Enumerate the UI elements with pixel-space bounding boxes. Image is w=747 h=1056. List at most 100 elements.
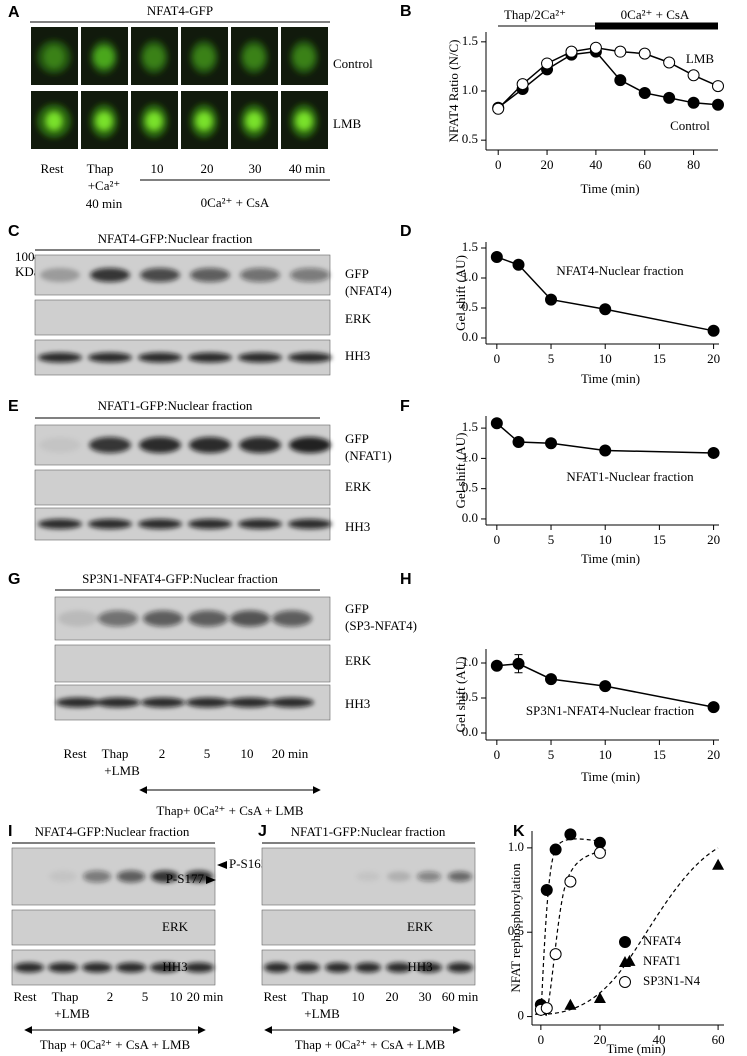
- cell: [190, 40, 218, 74]
- row-label: P-S177: [166, 871, 205, 886]
- x-tick-label: 10: [599, 747, 612, 762]
- lane-label: 20 min: [187, 989, 224, 1004]
- y-tick-label: 0.0: [462, 510, 478, 525]
- band: [186, 697, 230, 708]
- band: [448, 871, 472, 882]
- legend-marker: [619, 976, 631, 988]
- row-label: GFP: [345, 266, 369, 281]
- marker-label: 100: [15, 249, 35, 264]
- x-axis-label: Time (min): [581, 371, 640, 386]
- blot: [11, 949, 216, 986]
- bands: [39, 437, 331, 453]
- y-tick-label: 0.5: [508, 923, 524, 938]
- marker: [512, 657, 525, 670]
- row-label: HH3: [345, 519, 370, 534]
- lane-label: Thap: [102, 746, 129, 761]
- lane-label: Rest: [63, 746, 87, 761]
- x-tick-label: 80: [687, 157, 700, 172]
- fit-curve: [545, 849, 607, 1017]
- row-label: ERK: [345, 653, 372, 668]
- band: [138, 519, 182, 529]
- bands: [38, 352, 332, 363]
- x-tick-label: 10: [599, 532, 612, 547]
- series-label: Control: [670, 118, 710, 133]
- x-tick-label: 5: [548, 351, 555, 366]
- x-tick-label: 10: [599, 351, 612, 366]
- cell-nucleus: [296, 112, 312, 130]
- y-axis-label: NFAT4 Ratio (N/C): [446, 39, 461, 142]
- x-tick-label: 20: [707, 747, 720, 762]
- phase-label: 0Ca²⁺ + CsA: [621, 7, 690, 22]
- marker: [599, 444, 612, 457]
- band: [355, 962, 381, 973]
- row-label: HH3: [162, 959, 187, 974]
- y-tick-label: 1.0: [508, 839, 524, 854]
- band: [289, 437, 331, 453]
- panel-label: G: [8, 571, 20, 588]
- lane-label: 40 min: [289, 161, 326, 176]
- marker: [593, 836, 606, 849]
- row-label: HH3: [345, 696, 370, 711]
- panel-label: B: [400, 3, 412, 20]
- band: [116, 962, 146, 973]
- fit-curve: [547, 847, 719, 1015]
- band: [272, 610, 312, 627]
- x-tick-label: 15: [653, 747, 666, 762]
- y-tick-label: 0.0: [462, 329, 478, 344]
- cell: [140, 40, 168, 74]
- cell: [140, 104, 168, 138]
- y-axis-label: Gel shift (AU): [453, 657, 468, 733]
- marker: [565, 45, 578, 58]
- cell-nucleus: [294, 46, 314, 68]
- treatment-label: Thap+ 0Ca²⁺ + CsA + LMB: [156, 803, 304, 818]
- cell-nucleus: [96, 112, 112, 130]
- x-tick-label: 15: [653, 532, 666, 547]
- marker: [545, 293, 558, 306]
- x-tick-label: 40: [653, 1032, 666, 1047]
- band: [417, 871, 441, 882]
- cell: [240, 104, 268, 138]
- y-tick-label: 0.5: [462, 131, 478, 146]
- band: [190, 268, 230, 282]
- legend-marker: [619, 956, 631, 967]
- band: [288, 352, 332, 363]
- x-tick-label: 60: [638, 157, 651, 172]
- x-tick-label: 40: [589, 157, 602, 172]
- lane-label: Rest: [13, 989, 37, 1004]
- bands: [356, 871, 472, 882]
- treatment-label: 0Ca²⁺ + CsA: [201, 195, 270, 210]
- lane-label: 30: [249, 161, 262, 176]
- x-axis-label: Time (min): [580, 181, 639, 196]
- band: [88, 519, 132, 529]
- band: [90, 268, 130, 282]
- marker: [593, 846, 606, 859]
- band: [38, 519, 82, 529]
- band: [58, 610, 98, 627]
- marker: [712, 858, 725, 870]
- band: [151, 870, 179, 883]
- panel-label: I: [8, 823, 12, 840]
- row-label: (NFAT1): [345, 448, 392, 463]
- cell: [90, 40, 118, 74]
- x-tick-label: 20: [707, 351, 720, 366]
- treatment-label: Thap + 0Ca²⁺ + CsA + LMB: [295, 1037, 446, 1052]
- bands: [49, 870, 213, 883]
- lane-label: Rest: [40, 161, 64, 176]
- row-label: ERK: [345, 479, 372, 494]
- bands: [14, 962, 214, 973]
- band: [228, 697, 272, 708]
- x-tick-label: 0: [494, 747, 501, 762]
- band: [150, 962, 180, 973]
- band: [117, 870, 145, 883]
- band: [239, 437, 281, 453]
- marker: [549, 843, 562, 856]
- band: [14, 962, 44, 973]
- band: [238, 352, 282, 363]
- marker: [490, 659, 503, 672]
- legend-label: SP3N1-N4: [643, 973, 701, 988]
- lane-label: 10: [241, 746, 254, 761]
- lane-label: 10: [352, 989, 365, 1004]
- band: [290, 268, 330, 282]
- row-label: (SP3-NFAT4): [345, 618, 417, 633]
- bands: [40, 268, 330, 282]
